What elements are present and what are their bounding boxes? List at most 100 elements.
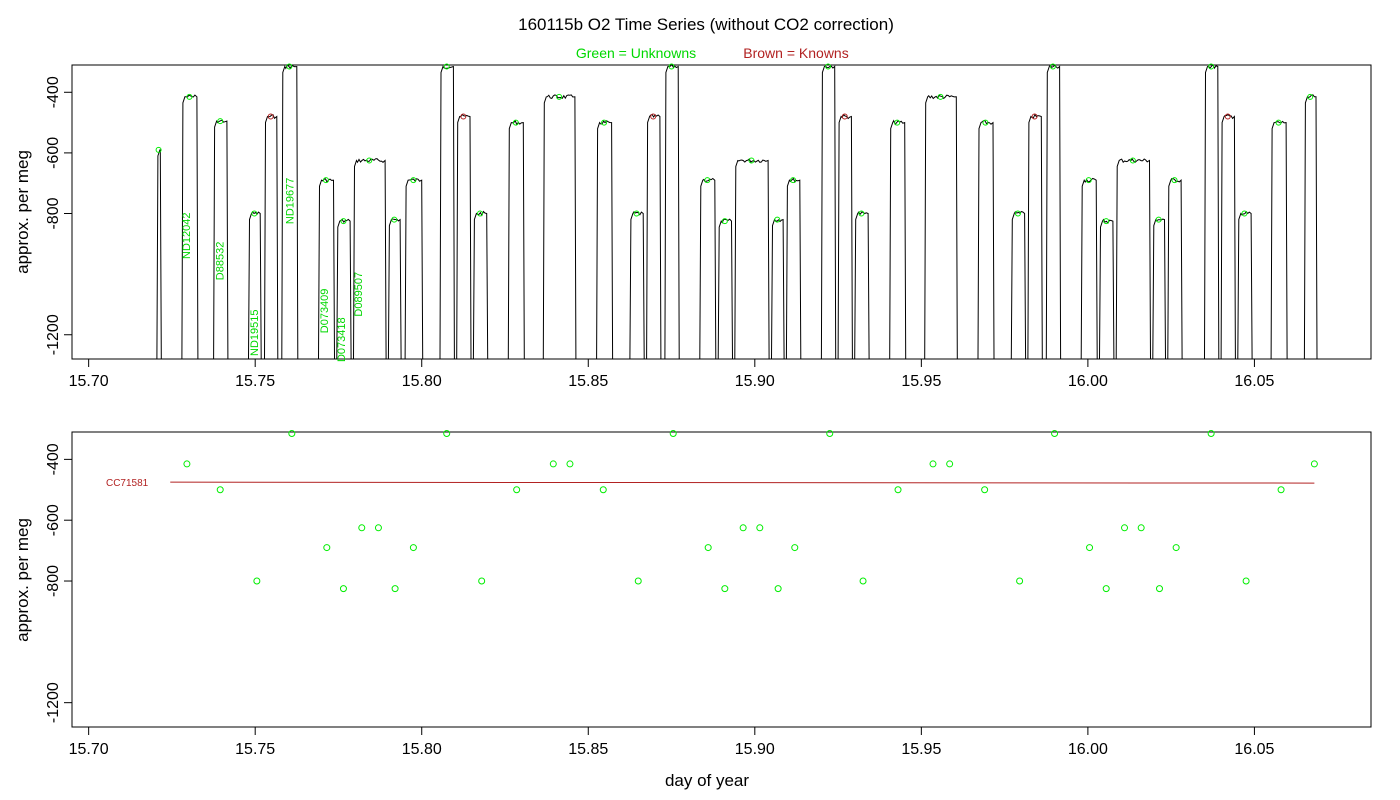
bottom-y-tick-label: -400 — [45, 443, 62, 475]
unknown-point — [478, 577, 486, 585]
trace-segment-8 — [353, 158, 387, 360]
trace-segment-10 — [404, 178, 424, 360]
top-plot-frame — [71, 64, 1372, 360]
unknown-marker — [937, 93, 944, 100]
trace-segment-6 — [318, 178, 335, 360]
unknown-marker — [1241, 210, 1248, 217]
unknown-point — [513, 486, 521, 494]
unknown-point — [549, 460, 557, 468]
sample-label: D88532 — [215, 242, 227, 281]
unknown-point — [1207, 430, 1215, 438]
trace-segment-22 — [734, 158, 770, 360]
unknown-marker — [322, 177, 329, 184]
trace-segment-19 — [664, 63, 680, 360]
known-marker — [460, 113, 467, 120]
trace-segment-16 — [596, 120, 614, 360]
legend-unknowns: Green = Unknowns — [576, 45, 696, 61]
top-x-tick-label: 16.00 — [1068, 373, 1108, 390]
trace-segment-41 — [1237, 210, 1253, 360]
unknown-marker — [825, 63, 832, 70]
unknown-point — [1310, 460, 1318, 468]
trace-segment-40 — [1220, 114, 1236, 360]
unknown-marker — [155, 146, 162, 153]
chart-title: 160115b O2 Time Series (without CO2 corr… — [518, 15, 894, 34]
top-x-tick-label: 15.85 — [568, 373, 608, 390]
unknown-marker — [1275, 119, 1282, 126]
unknown-point — [339, 585, 347, 593]
trace-segment-13 — [472, 210, 489, 360]
known-fit-line — [170, 481, 1315, 484]
unknown-point — [859, 577, 867, 585]
trace-segment-2 — [213, 119, 229, 360]
bottom-x-tick-label: 16.05 — [1234, 741, 1274, 758]
top-x-tick-label: 16.05 — [1234, 373, 1274, 390]
unknown-point — [739, 524, 747, 532]
trace-segment-5 — [281, 64, 299, 360]
trace-segment-34 — [1080, 177, 1098, 360]
trace-segment-7 — [336, 218, 352, 360]
unknown-marker — [774, 216, 781, 223]
unknown-point — [566, 460, 574, 468]
unknown-point — [374, 524, 382, 532]
top-y-tick-label: -600 — [45, 137, 62, 169]
trace-segment-24 — [785, 177, 802, 360]
top-y-tick-label: -800 — [45, 197, 62, 229]
unknown-point — [1172, 544, 1180, 552]
trace-segment-11 — [439, 65, 455, 360]
sample-labels: ND12042 D88532 ND19515 ND19677 D073409 D07341… — [181, 178, 365, 362]
unknown-marker — [1014, 210, 1021, 217]
unknown-point — [634, 577, 642, 585]
unknown-point — [216, 486, 224, 494]
unknown-point — [1086, 544, 1094, 552]
bottom-y-tick-label: -600 — [45, 504, 62, 536]
top-x-tick-label: 15.90 — [735, 373, 775, 390]
trace-segment-23 — [771, 218, 785, 360]
trace-segment-26 — [837, 113, 853, 360]
bottom-x-tick-label: 15.90 — [735, 741, 775, 758]
top-x-tick-label: 15.95 — [901, 373, 941, 390]
known-marker — [650, 113, 657, 120]
trace-segment-9 — [387, 218, 402, 360]
unknown-point — [669, 430, 677, 438]
unknown-marker — [1208, 63, 1215, 70]
bottom-x-tick-label: 16.00 — [1068, 741, 1108, 758]
trace-segment-1 — [181, 94, 199, 360]
unknown-point — [791, 544, 799, 552]
unknown-point — [288, 430, 296, 438]
unknown-point — [1242, 577, 1250, 585]
trace-segment-39 — [1204, 64, 1220, 360]
unknown-point — [599, 486, 607, 494]
unknown-marker — [1307, 93, 1314, 100]
unknown-marker — [633, 210, 640, 217]
unknown-point — [409, 544, 417, 552]
unknown-point — [183, 460, 191, 468]
trace-segment-29 — [924, 94, 958, 360]
unknown-point — [894, 486, 902, 494]
unknown-marker — [340, 218, 347, 225]
top-panel: 15.70 15.75 15.80 15.85 15.90 15.95 16.00 16.05… — [13, 63, 1372, 390]
unknown-marker — [601, 119, 608, 126]
trace-segment-42 — [1270, 120, 1288, 360]
unknown-marker — [1155, 216, 1162, 223]
top-x-tick-label: 15.70 — [69, 373, 109, 390]
known-fit-label: CC71581 — [106, 478, 149, 489]
unknown-point — [323, 544, 331, 552]
unknown-marker — [704, 177, 711, 184]
unknown-marker — [721, 218, 728, 225]
unknown-marker — [1103, 218, 1110, 225]
sample-label: ND19515 — [249, 309, 261, 355]
unknown-marker — [1049, 63, 1056, 70]
trace-segment-18 — [646, 113, 662, 360]
trace-segment-3 — [248, 210, 262, 360]
unknown-marker — [251, 210, 258, 217]
trace-segment-35 — [1099, 218, 1115, 360]
bottom-y-axis: -400 -600 -800 -1200 — [45, 443, 72, 723]
unknown-point — [721, 585, 729, 593]
unknown-point — [1137, 524, 1145, 532]
top-x-tick-label: 15.75 — [235, 373, 275, 390]
top-y-tick-label: -400 — [45, 76, 62, 108]
unknown-point — [1102, 585, 1110, 593]
unknown-point — [1155, 585, 1163, 593]
unknown-marker — [477, 210, 484, 217]
unknown-point — [253, 577, 261, 585]
